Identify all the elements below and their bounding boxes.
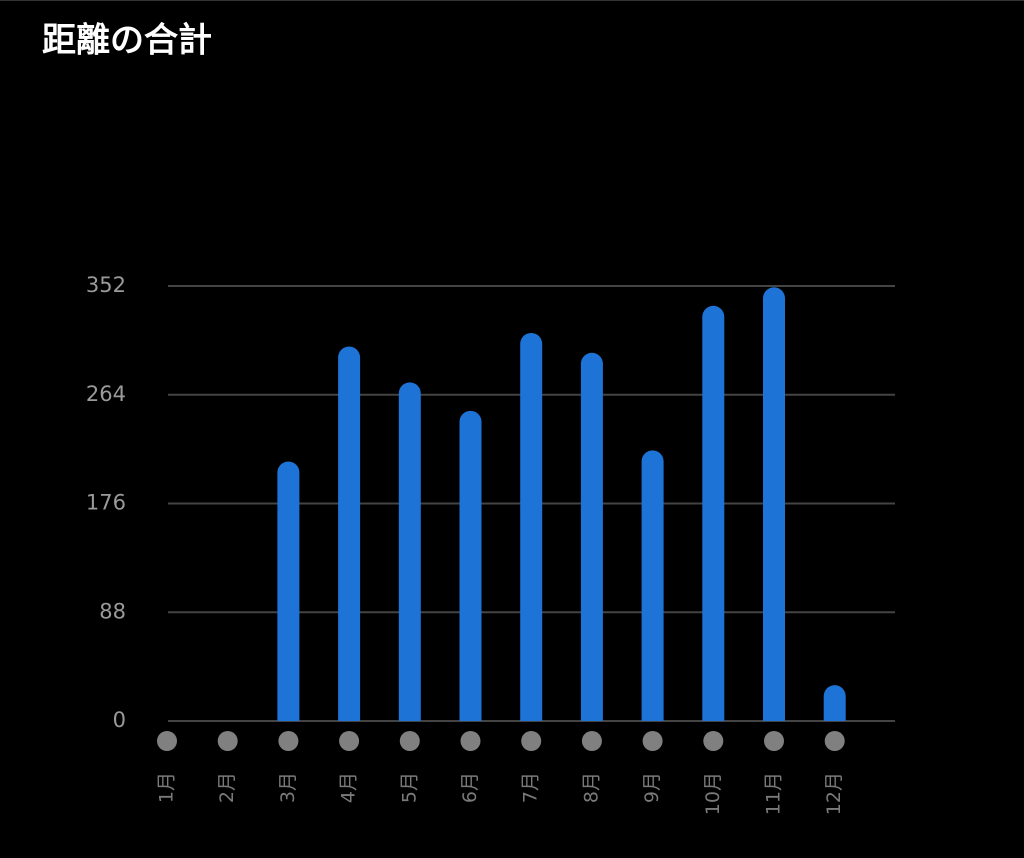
x-tick-label: 8月 (580, 772, 602, 803)
y-tick-label: 176 (86, 491, 126, 515)
x-dot (157, 731, 177, 751)
x-tick-label: 11月 (763, 772, 785, 815)
chart-title: 距離の合計 (42, 21, 212, 61)
bar (702, 305, 725, 721)
bar (398, 382, 421, 721)
bar (338, 346, 361, 721)
x-dot (217, 731, 238, 751)
x-dot (460, 731, 481, 751)
x-dot (581, 731, 602, 751)
bar (277, 461, 300, 721)
x-tick-label: 1月 (156, 772, 178, 803)
bar (459, 410, 482, 721)
x-dot (339, 731, 360, 751)
bar (520, 332, 543, 721)
x-dot (764, 731, 784, 751)
x-tick-label: 10月 (702, 772, 724, 815)
x-dot (278, 731, 299, 751)
y-tick-label: 0 (113, 708, 126, 732)
x-dot (642, 731, 663, 751)
x-tick-label: 6月 (459, 772, 481, 803)
x-tick-label: 9月 (641, 772, 663, 803)
bar (580, 352, 603, 721)
x-tick-label: 3月 (277, 772, 299, 803)
x-tick-label: 2月 (216, 772, 238, 803)
bar (823, 685, 846, 721)
x-dot (703, 731, 724, 751)
x-tick-label: 4月 (338, 772, 360, 803)
x-tick-label: 5月 (398, 772, 420, 803)
y-tick-label: 352 (86, 273, 126, 297)
bar (763, 287, 785, 721)
y-tick-label: 264 (86, 382, 126, 406)
x-dot (399, 731, 420, 751)
x-dot (824, 731, 845, 751)
x-tick-label: 12月 (823, 772, 845, 815)
bar (641, 450, 664, 721)
x-tick-label: 7月 (520, 772, 542, 803)
x-dot (521, 731, 542, 751)
y-tick-label: 88 (99, 599, 126, 623)
